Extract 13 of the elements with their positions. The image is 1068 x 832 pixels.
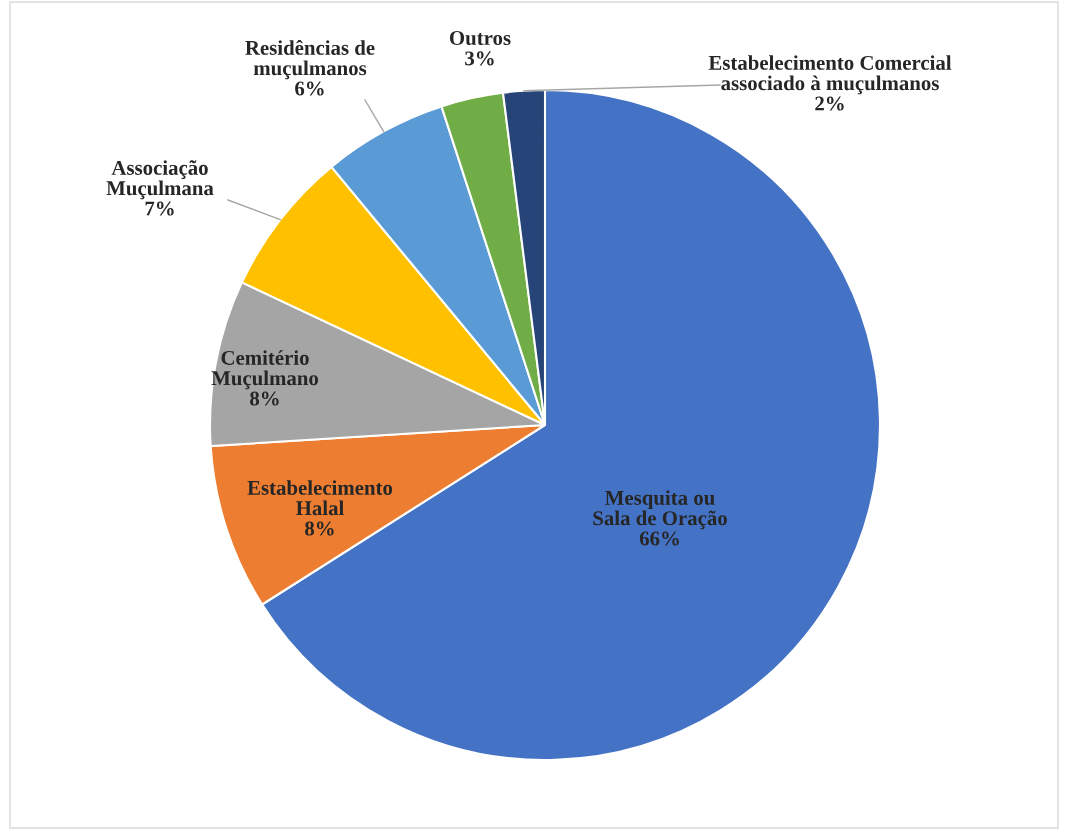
data-label: 8% [250, 391, 279, 406]
slice-label: Estabelecimento Comercial associado à muçulmanos [708, 55, 952, 95]
data-label: 2% [815, 96, 844, 111]
data-label: 6% [295, 81, 324, 96]
data-label: 7% [145, 201, 174, 216]
slice-label: Estabelecimento Halal [247, 480, 393, 516]
slice-label: Associação Muçulmana [106, 160, 214, 200]
data-label: 8% [305, 521, 334, 536]
slice-label: Mesquita ou Sala de Oração [593, 490, 727, 530]
data-label: 66% [639, 531, 679, 546]
slice-label: Residências de muçulmanos [245, 39, 375, 80]
data-label: 3% [465, 51, 494, 66]
slice-label: Outros [449, 31, 511, 46]
